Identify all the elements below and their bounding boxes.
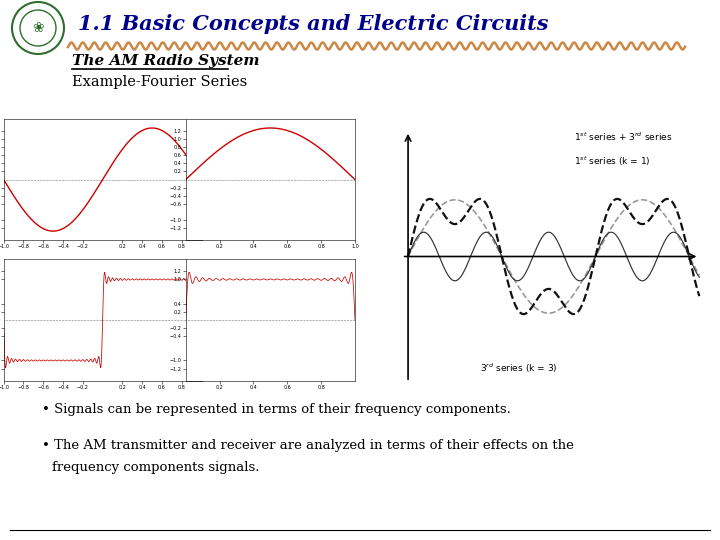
Text: 1.1 Basic Concepts and Electric Circuits: 1.1 Basic Concepts and Electric Circuits [78, 14, 549, 34]
Text: • The AM transmitter and receiver are analyzed in terms of their effects on the: • The AM transmitter and receiver are an… [42, 438, 574, 451]
Text: $3^{rd}$ series (k = 3): $3^{rd}$ series (k = 3) [480, 361, 557, 375]
Text: The AM Radio System: The AM Radio System [72, 54, 259, 68]
Text: • Signals can be represented in terms of their frequency components.: • Signals can be represented in terms of… [42, 403, 511, 416]
Text: $1^{st}$ series (k = 1): $1^{st}$ series (k = 1) [574, 155, 651, 168]
Text: Example-Fourier Series: Example-Fourier Series [72, 75, 247, 89]
Text: $1^{st}$ series + $3^{rd}$ series: $1^{st}$ series + $3^{rd}$ series [574, 131, 672, 143]
Circle shape [20, 10, 56, 46]
Text: ❀: ❀ [32, 21, 44, 35]
Circle shape [12, 2, 64, 54]
Text: frequency components signals.: frequency components signals. [52, 461, 259, 474]
